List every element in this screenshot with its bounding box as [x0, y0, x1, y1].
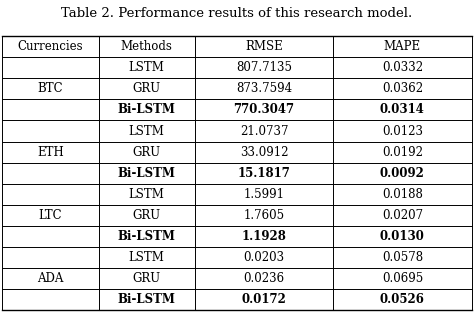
Text: 0.0203: 0.0203 — [244, 251, 284, 264]
Text: 1.1928: 1.1928 — [242, 230, 286, 243]
Text: 33.0912: 33.0912 — [240, 146, 288, 159]
Text: 21.0737: 21.0737 — [240, 125, 288, 137]
Text: MAPE: MAPE — [384, 40, 421, 53]
Text: LSTM: LSTM — [129, 188, 164, 201]
Text: GRU: GRU — [133, 209, 161, 222]
Text: 1.5991: 1.5991 — [244, 188, 284, 201]
Text: 770.3047: 770.3047 — [233, 103, 294, 116]
Text: BTC: BTC — [37, 82, 64, 95]
Text: 0.0695: 0.0695 — [382, 272, 423, 285]
Text: 0.0130: 0.0130 — [380, 230, 425, 243]
Text: 0.0578: 0.0578 — [382, 251, 423, 264]
Text: 0.0172: 0.0172 — [242, 294, 286, 306]
Text: 0.0207: 0.0207 — [382, 209, 423, 222]
Text: 0.0192: 0.0192 — [382, 146, 423, 159]
Text: LSTM: LSTM — [129, 125, 164, 137]
Text: 0.0236: 0.0236 — [244, 272, 284, 285]
Text: 0.0123: 0.0123 — [382, 125, 423, 137]
Text: Bi-LSTM: Bi-LSTM — [118, 294, 175, 306]
Text: Bi-LSTM: Bi-LSTM — [118, 167, 175, 180]
Text: LTC: LTC — [39, 209, 62, 222]
Text: 15.1817: 15.1817 — [237, 167, 291, 180]
Text: GRU: GRU — [133, 272, 161, 285]
Text: 0.0188: 0.0188 — [382, 188, 423, 201]
Text: ETH: ETH — [37, 146, 64, 159]
Text: 807.7135: 807.7135 — [236, 61, 292, 74]
Text: 0.0092: 0.0092 — [380, 167, 425, 180]
Text: GRU: GRU — [133, 82, 161, 95]
Text: Methods: Methods — [121, 40, 173, 53]
Text: LSTM: LSTM — [129, 61, 164, 74]
Text: LSTM: LSTM — [129, 251, 164, 264]
Text: Table 2. Performance results of this research model.: Table 2. Performance results of this res… — [61, 7, 413, 20]
Text: 1.7605: 1.7605 — [244, 209, 284, 222]
Text: GRU: GRU — [133, 146, 161, 159]
Text: ADA: ADA — [37, 272, 64, 285]
Text: 0.0314: 0.0314 — [380, 103, 425, 116]
Text: Bi-LSTM: Bi-LSTM — [118, 230, 175, 243]
Text: 0.0362: 0.0362 — [382, 82, 423, 95]
Text: 0.0526: 0.0526 — [380, 294, 425, 306]
Text: 0.0332: 0.0332 — [382, 61, 423, 74]
Text: 873.7594: 873.7594 — [236, 82, 292, 95]
Text: RMSE: RMSE — [245, 40, 283, 53]
Text: Currencies: Currencies — [18, 40, 83, 53]
Text: Bi-LSTM: Bi-LSTM — [118, 103, 175, 116]
